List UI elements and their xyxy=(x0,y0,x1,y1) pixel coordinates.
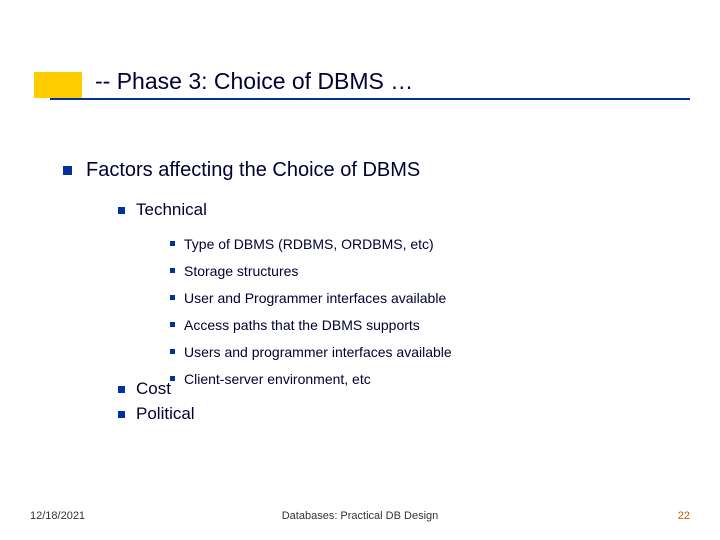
bullet-level2-cost: Cost xyxy=(118,379,171,399)
slide-title: -- Phase 3: Choice of DBMS … xyxy=(95,68,413,95)
square-bullet-icon xyxy=(63,166,72,175)
title-accent-block xyxy=(34,72,82,98)
level3-text: Storage structures xyxy=(184,263,298,279)
bullet-level3-item: Storage structures xyxy=(170,259,452,282)
square-bullet-icon xyxy=(170,322,175,327)
level2-text: Technical xyxy=(136,200,207,220)
footer-title: Databases: Practical DB Design xyxy=(0,510,720,522)
square-bullet-icon xyxy=(118,386,125,393)
bullet-level3-item: Type of DBMS (RDBMS, ORDBMS, etc) xyxy=(170,232,452,255)
bullet-level1: Factors affecting the Choice of DBMS xyxy=(63,159,420,182)
square-bullet-icon xyxy=(170,295,175,300)
square-bullet-icon xyxy=(170,349,175,354)
title-underline xyxy=(50,98,690,100)
square-bullet-icon xyxy=(170,241,175,246)
level3-text: Type of DBMS (RDBMS, ORDBMS, etc) xyxy=(184,236,434,252)
level3-list: Type of DBMS (RDBMS, ORDBMS, etc) Storage… xyxy=(170,232,452,394)
bullet-level3-item: User and Programmer interfaces available xyxy=(170,286,452,309)
level3-text: Users and programmer interfaces availabl… xyxy=(184,344,452,360)
bullet-level2-political: Political xyxy=(118,404,195,424)
level2-text: Cost xyxy=(136,379,171,399)
square-bullet-icon xyxy=(118,207,125,214)
bullet-level2-technical: Technical xyxy=(118,200,207,220)
level3-text: Client-server environment, etc xyxy=(184,371,371,387)
bullet-level3-item: Client-server environment, etc xyxy=(170,367,452,390)
level3-text: Access paths that the DBMS supports xyxy=(184,317,420,333)
level2-text: Political xyxy=(136,404,195,424)
bullet-level3-item: Access paths that the DBMS supports xyxy=(170,313,452,336)
square-bullet-icon xyxy=(118,411,125,418)
level1-text: Factors affecting the Choice of DBMS xyxy=(86,159,420,182)
level3-text: User and Programmer interfaces available xyxy=(184,290,446,306)
footer-page-number: 22 xyxy=(678,510,690,522)
square-bullet-icon xyxy=(170,268,175,273)
bullet-level3-item: Users and programmer interfaces availabl… xyxy=(170,340,452,363)
